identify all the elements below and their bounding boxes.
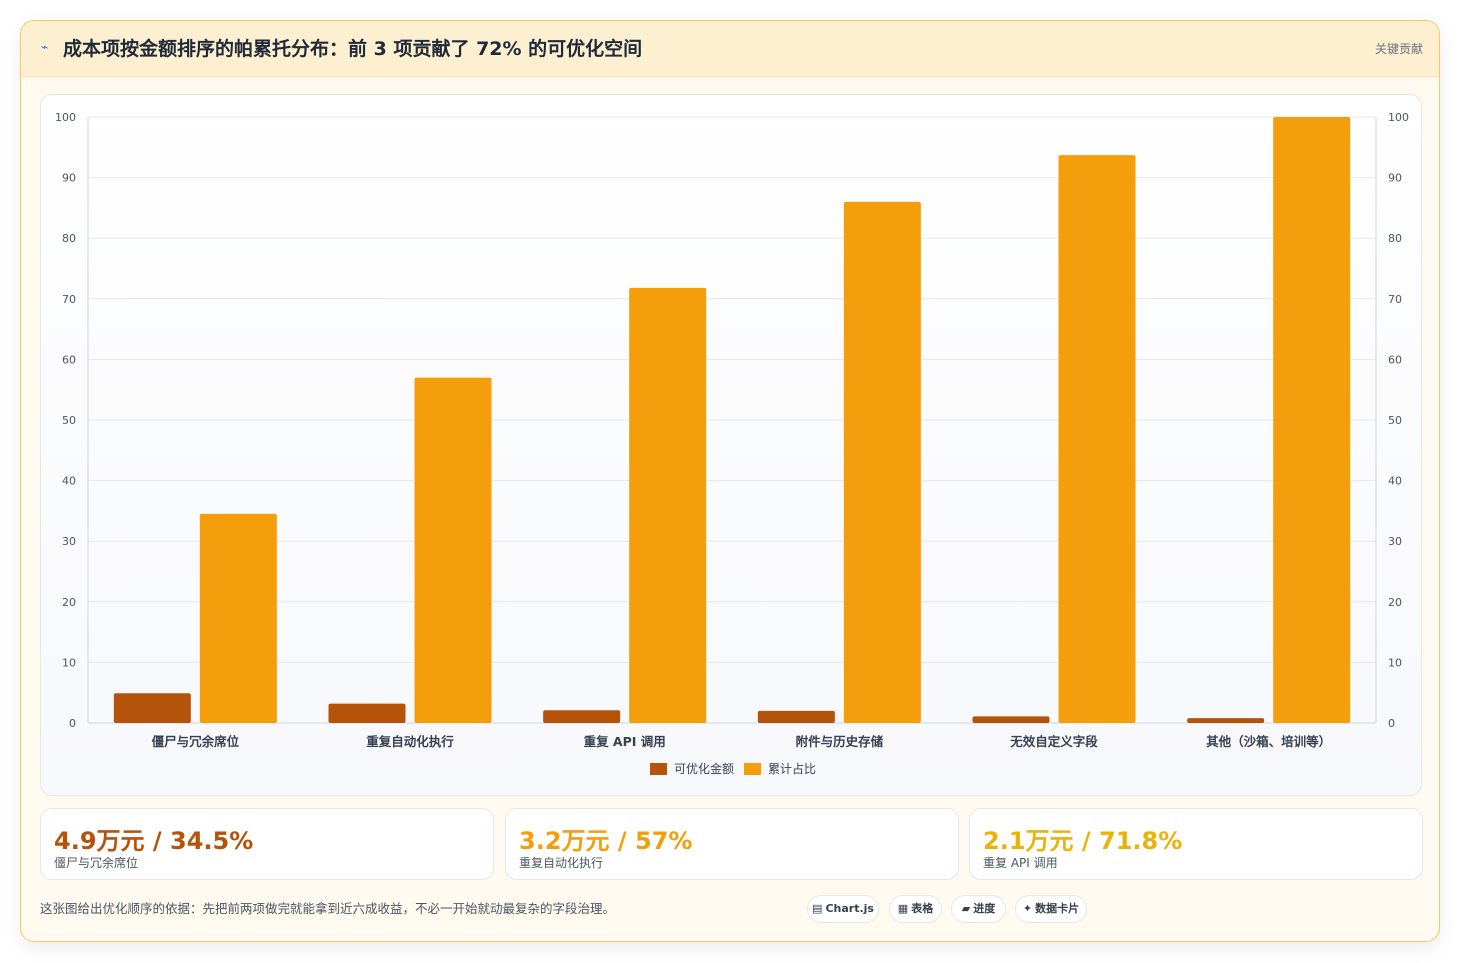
- chart-icon: ▤: [812, 902, 823, 915]
- chip-label: 进度: [973, 902, 996, 915]
- y-tick-label: 100: [55, 111, 76, 124]
- stat-value-1: 4.9万元 / 34.5%: [54, 827, 254, 855]
- bar-cumulative: [199, 513, 277, 723]
- bar-cumulative: [1273, 117, 1351, 723]
- table-icon: ▦: [897, 902, 909, 915]
- y2-tick-label: 20: [1388, 596, 1402, 609]
- chip-data-card[interactable]: ✦ 数据卡片: [1015, 895, 1087, 923]
- pareto-chart: 0 10 20 30 40 50 60 70 80 90 100 0 10 20 30 40 50 60 70 80 9…: [55, 111, 1409, 776]
- bar-amount: [543, 710, 621, 723]
- chip-label: Chart.js: [825, 902, 874, 915]
- y-tick-label: 50: [62, 414, 76, 427]
- y-tick-label: 0: [69, 717, 76, 730]
- y-tick-label: 40: [62, 475, 76, 488]
- stat-value-2: 3.2万元 / 57%: [519, 827, 693, 855]
- chip-chartjs[interactable]: ▤ Chart.js: [807, 895, 879, 923]
- y2-tick-label: 90: [1388, 172, 1402, 185]
- bar-cumulative: [1058, 155, 1136, 724]
- y-tick-label: 80: [62, 232, 76, 245]
- stat-card-2: 3.2万元 / 57% 重复自动化执行: [505, 808, 959, 880]
- y2-tick-label: 100: [1388, 111, 1409, 124]
- y-tick-label: 70: [62, 293, 76, 306]
- chart-panel: 0 10 20 30 40 50 60 70 80 90 100 0 10 20 30 40 50 60 70 80 9…: [40, 94, 1422, 796]
- y2-tick-label: 50: [1388, 414, 1402, 427]
- bar-amount: [113, 693, 191, 723]
- progress-icon: ▰: [961, 902, 971, 915]
- legend-swatch: [650, 763, 667, 775]
- sparkle-icon: ✦: [1022, 902, 1033, 915]
- y2-tick-label: 30: [1388, 535, 1402, 548]
- y-tick-label: 10: [62, 656, 76, 669]
- stat-value-3: 2.1万元 / 71.8%: [983, 827, 1183, 855]
- chip-table[interactable]: ▦ 表格: [889, 895, 942, 923]
- legend-label: 累计占比: [768, 761, 816, 776]
- chip-progress[interactable]: ▰ 进度: [951, 895, 1006, 923]
- bar-amount: [757, 710, 835, 723]
- x-tick-label: 重复 API 调用: [584, 734, 666, 749]
- x-tick-label: 附件与历史存储: [796, 734, 884, 749]
- x-tick-label: 僵尸与冗余席位: [152, 734, 240, 749]
- stat-label-1: 僵尸与冗余席位: [54, 856, 139, 870]
- y2-tick-label: 80: [1388, 232, 1402, 245]
- x-tick-label: 其他（沙箱、培训等）: [1206, 734, 1331, 749]
- trend-icon: ⌁: [41, 40, 49, 54]
- y2-tick-label: 40: [1388, 475, 1402, 488]
- bar-amount: [1187, 718, 1265, 723]
- card-header: ⌁ 成本项按金额排序的帕累托分布：前 3 项贡献了 72% 的可优化空间 关键贡…: [21, 21, 1439, 77]
- y-tick-label: 60: [62, 353, 76, 366]
- header-tag: 关键贡献: [1374, 42, 1423, 56]
- bar-amount: [328, 703, 406, 723]
- chart-card: ⌁ 成本项按金额排序的帕累托分布：前 3 项贡献了 72% 的可优化空间 关键贡…: [20, 20, 1440, 942]
- bar-cumulative: [629, 287, 707, 723]
- footer-note: 这张图给出优化顺序的依据：先把前两项做完就能拿到近六成收益，不必一开始就动最复杂…: [40, 901, 616, 916]
- bar-cumulative: [414, 377, 492, 723]
- y2-tick-label: 10: [1388, 656, 1402, 669]
- chart-title: 成本项按金额排序的帕累托分布：前 3 项贡献了 72% 的可优化空间: [63, 38, 643, 60]
- stat-card-3: 2.1万元 / 71.8% 重复 API 调用: [969, 808, 1423, 880]
- legend-label: 可优化金额: [674, 761, 734, 776]
- legend-swatch: [744, 763, 761, 775]
- y-tick-label: 90: [62, 172, 76, 185]
- bar-cumulative: [843, 201, 921, 724]
- stat-card-1: 4.9万元 / 34.5% 僵尸与冗余席位: [40, 808, 494, 880]
- y-tick-label: 20: [62, 596, 76, 609]
- y2-tick-label: 70: [1388, 293, 1402, 306]
- bar-amount: [972, 716, 1050, 723]
- x-tick-label: 无效自定义字段: [1009, 734, 1098, 749]
- stat-label-2: 重复自动化执行: [519, 856, 604, 870]
- x-tick-label: 重复自动化执行: [366, 734, 454, 749]
- y-tick-label: 30: [62, 535, 76, 548]
- chip-label: 表格: [911, 902, 934, 915]
- chip-label: 数据卡片: [1035, 902, 1080, 915]
- stat-label-3: 重复 API 调用: [983, 856, 1058, 870]
- y2-tick-label: 60: [1388, 353, 1402, 366]
- y2-tick-label: 0: [1388, 717, 1395, 730]
